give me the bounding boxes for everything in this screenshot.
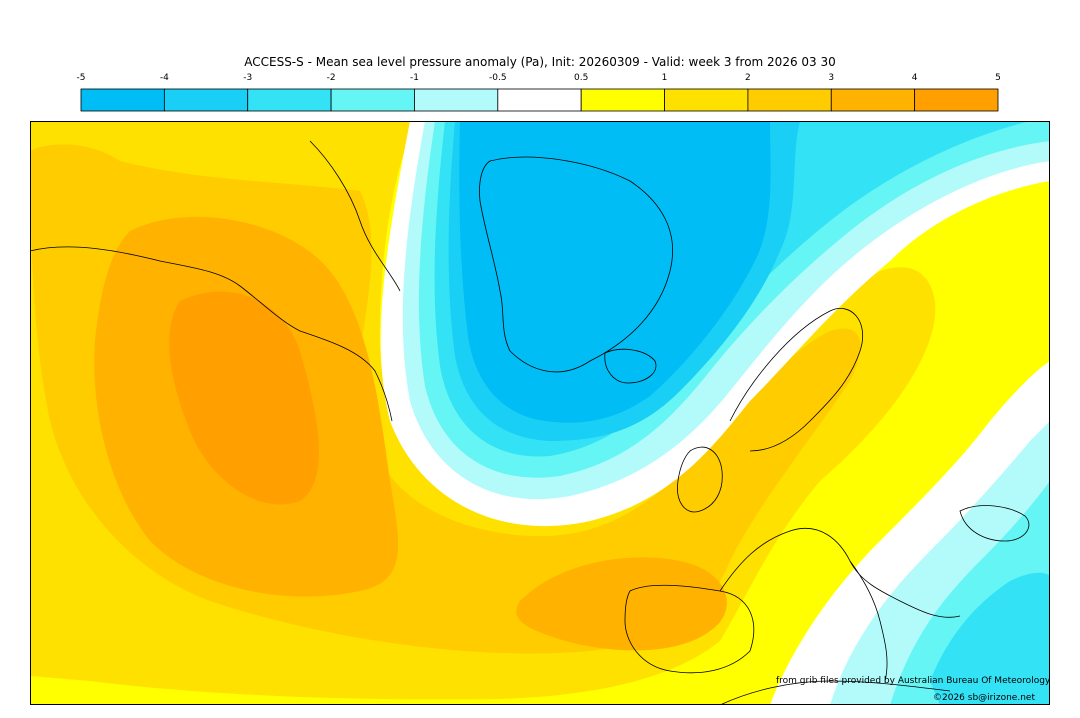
colorbar-swatch [664, 88, 749, 112]
colorbar-swatch [580, 88, 665, 112]
europe-coast [719, 527, 961, 618]
colorbar-tick-label: 3 [828, 73, 834, 83]
chart-title: ACCESS-S - Mean sea level pressure anoma… [244, 55, 836, 69]
copyright-credit: ©2026 sb@irizone.net [933, 693, 1035, 703]
colorbar-tick-label: 4 [912, 73, 918, 83]
british-isles-coast [677, 446, 723, 513]
colorbar-tick-label: -0.5 [489, 73, 507, 83]
colorbar-tick-label: -2 [327, 73, 336, 83]
colorbar-tick-label: -5 [77, 73, 86, 83]
colorbar-swatch [247, 88, 332, 112]
colorbar-tick-label: -1 [410, 73, 419, 83]
colorbar-swatch [163, 88, 249, 112]
colorbar-swatch [80, 88, 165, 112]
colorbar-tick-label: -3 [243, 73, 252, 83]
colorbar-tick-label: 2 [745, 73, 751, 83]
north-africa-coast [719, 680, 951, 705]
iberia-coast [624, 584, 755, 674]
colorbar-swatch [497, 88, 582, 112]
baffin-coast [309, 140, 401, 292]
colorbar-tick-label: -4 [160, 73, 169, 83]
colorbar-tick-label: 0.5 [574, 73, 588, 83]
source-credit: from grib files provided by Australian B… [776, 676, 1051, 686]
black-sea-coast [959, 505, 1030, 542]
colorbar-swatch [830, 88, 916, 112]
colorbar-swatch [330, 88, 415, 112]
pressure-anomaly-map [30, 121, 1050, 705]
anomaly-band-minus-3-se [930, 572, 1050, 705]
colorbar-tick-label: 5 [995, 73, 1001, 83]
colorbar-swatch [747, 88, 832, 112]
colorbar-swatch [414, 88, 499, 112]
scandinavia-coast [729, 308, 864, 452]
anomaly-band-3-4-east [516, 557, 727, 651]
iceland-coast [604, 348, 657, 384]
colorbar-tick-label: 1 [662, 73, 668, 83]
colorbar-swatch [914, 88, 999, 112]
anomaly-band-4-5 [169, 291, 319, 505]
greenland-coast [479, 156, 673, 373]
italy-coast [849, 560, 888, 682]
colorbar: -5 -4 -3 -2 -1 -0.5 0.5 1 2 3 4 5 [77, 73, 1001, 112]
anomaly-band-minus-5 [459, 121, 771, 423]
north-america-coast [30, 246, 393, 422]
